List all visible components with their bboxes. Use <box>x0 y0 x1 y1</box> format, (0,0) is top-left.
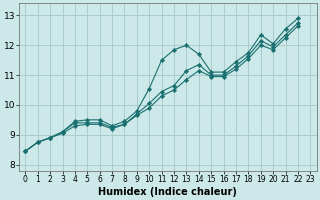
X-axis label: Humidex (Indice chaleur): Humidex (Indice chaleur) <box>98 187 237 197</box>
